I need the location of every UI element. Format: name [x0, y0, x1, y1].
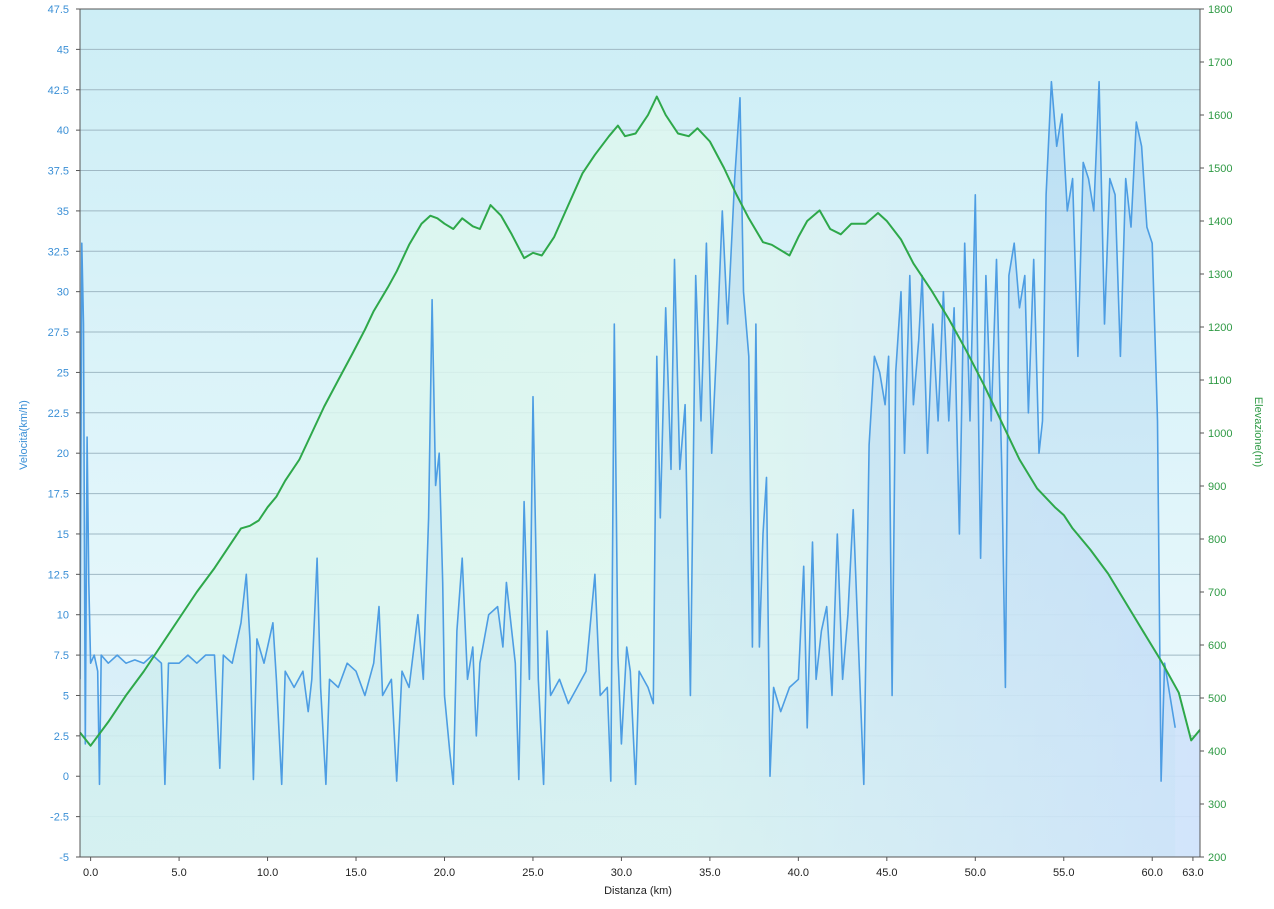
y-right-tick-label: 1700 — [1208, 57, 1232, 69]
y-right-tick-label: 1400 — [1208, 216, 1232, 228]
y-left-tick-label: 7.5 — [54, 650, 69, 662]
x-tick-label: 50.0 — [965, 867, 986, 879]
y-right-tick-label: 1500 — [1208, 163, 1232, 175]
y-left-tick-label: 15 — [57, 529, 69, 541]
x-tick-label: 0.0 — [83, 867, 98, 879]
y-right-tick-label: 400 — [1208, 746, 1226, 758]
y-right-tick-label: 1600 — [1208, 110, 1232, 122]
x-tick-label: 10.0 — [257, 867, 278, 879]
y-right-tick-label: 1000 — [1208, 428, 1232, 440]
x-tick-label: 60.0 — [1142, 867, 1163, 879]
y-right-tick-label: 900 — [1208, 481, 1226, 493]
y-left-tick-label: 25 — [57, 367, 69, 379]
y-left-tick-label: 0 — [63, 771, 69, 783]
x-tick-label: 63.0 — [1182, 867, 1203, 879]
y-left-tick-label: 12.5 — [48, 569, 69, 581]
y-right-tick-label: 1800 — [1208, 4, 1232, 16]
y-left-tick-label: 30 — [57, 287, 69, 299]
x-axis-title: Distanza (km) — [604, 885, 672, 897]
y-left-tick-label: -5 — [59, 852, 69, 864]
y-left-tick-label: 45 — [57, 44, 69, 56]
x-tick-label: 45.0 — [876, 867, 897, 879]
x-tick-label: 5.0 — [171, 867, 186, 879]
speed-area — [80, 81, 1176, 857]
x-tick-label: 35.0 — [699, 867, 720, 879]
y-right-tick-label: 1200 — [1208, 322, 1232, 334]
y-left-tick-label: 35 — [57, 206, 69, 218]
y-axis-right-title: Elevazione(m) — [1252, 397, 1264, 467]
x-tick-label: 55.0 — [1053, 867, 1074, 879]
y-left-tick-label: 20 — [57, 448, 69, 460]
y-right-tick-label: 600 — [1208, 640, 1226, 652]
y-left-tick-label: 2.5 — [54, 731, 69, 743]
y-left-tick-label: 37.5 — [48, 166, 69, 178]
y-right-tick-label: 300 — [1208, 799, 1226, 811]
y-right-tick-label: 800 — [1208, 534, 1226, 546]
y-left-tick-label: 17.5 — [48, 489, 69, 501]
y-left-tick-label: 10 — [57, 610, 69, 622]
y-right-tick-label: 1100 — [1208, 375, 1232, 387]
y-left-tick-label: 22.5 — [48, 408, 69, 420]
y-left-tick-label: 47.5 — [48, 4, 69, 16]
y-axis-left-title: Velocità(km/h) — [18, 400, 30, 470]
lines — [80, 80, 1200, 786]
y-left-tick-label: 42.5 — [48, 85, 69, 97]
x-tick-label: 40.0 — [788, 867, 809, 879]
x-tick-label: 20.0 — [434, 867, 455, 879]
areas — [80, 81, 1200, 857]
axes: -5 -2.5 0 2.5 5 7.5 10 12.5 15 17.5 20 22.5 25 27.5 30… — [48, 4, 1233, 879]
y-left-tick-label: 40 — [57, 125, 69, 137]
x-tick-label: 30.0 — [611, 867, 632, 879]
y-right-tick-label: 500 — [1208, 693, 1226, 705]
x-tick-label: 15.0 — [345, 867, 366, 879]
y-left-tick-label: 27.5 — [48, 327, 69, 339]
x-tick-label: 25.0 — [522, 867, 543, 879]
speed-line — [80, 80, 1176, 786]
y-left-tick-label: 5 — [63, 690, 69, 702]
elevation-line — [80, 95, 1200, 747]
y-right-tick-label: 200 — [1208, 852, 1226, 864]
y-left-tick-label: 32.5 — [48, 246, 69, 258]
y-right-tick-label: 1300 — [1208, 269, 1232, 281]
y-left-tick-label: -2.5 — [50, 812, 69, 824]
y-right-tick-label: 700 — [1208, 587, 1226, 599]
